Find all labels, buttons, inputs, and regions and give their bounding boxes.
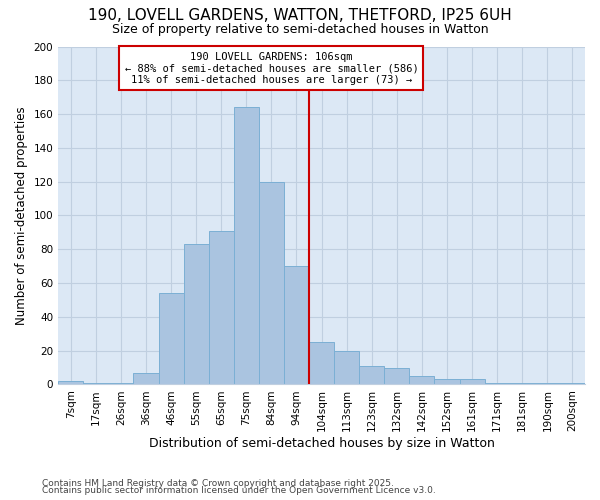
Bar	[309, 342, 334, 384]
Bar	[434, 380, 460, 384]
Bar	[359, 366, 385, 384]
Bar	[510, 383, 535, 384]
X-axis label: Distribution of semi-detached houses by size in Watton: Distribution of semi-detached houses by …	[149, 437, 494, 450]
Bar	[485, 383, 510, 384]
Text: 190 LOVELL GARDENS: 106sqm
← 88% of semi-detached houses are smaller (586)
11% o: 190 LOVELL GARDENS: 106sqm ← 88% of semi…	[125, 52, 418, 85]
Bar	[158, 293, 184, 384]
Bar	[535, 383, 560, 384]
Text: Size of property relative to semi-detached houses in Watton: Size of property relative to semi-detach…	[112, 22, 488, 36]
Bar	[385, 368, 409, 384]
Bar	[334, 350, 359, 384]
Bar	[109, 383, 133, 384]
Bar	[460, 380, 485, 384]
Bar	[184, 244, 209, 384]
Bar	[83, 383, 109, 384]
Bar	[284, 266, 309, 384]
Bar	[259, 182, 284, 384]
Y-axis label: Number of semi-detached properties: Number of semi-detached properties	[15, 106, 28, 325]
Text: 190, LOVELL GARDENS, WATTON, THETFORD, IP25 6UH: 190, LOVELL GARDENS, WATTON, THETFORD, I…	[88, 8, 512, 22]
Bar	[409, 376, 434, 384]
Bar	[133, 372, 158, 384]
Bar	[234, 108, 259, 384]
Text: Contains HM Land Registry data © Crown copyright and database right 2025.: Contains HM Land Registry data © Crown c…	[42, 478, 394, 488]
Bar	[58, 381, 83, 384]
Bar	[560, 383, 585, 384]
Bar	[209, 230, 234, 384]
Text: Contains public sector information licensed under the Open Government Licence v3: Contains public sector information licen…	[42, 486, 436, 495]
